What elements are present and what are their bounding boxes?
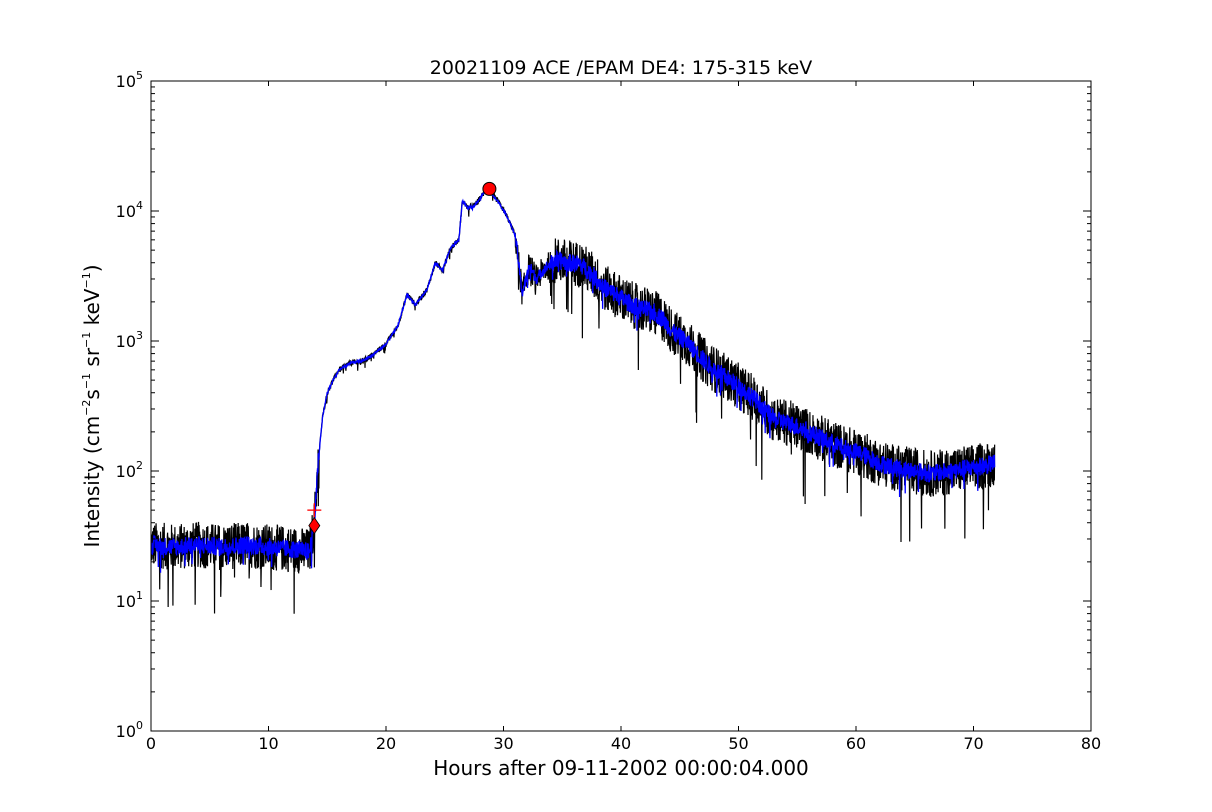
series-line-smoothed [151, 188, 996, 573]
y-label-suffix: ) [80, 264, 104, 272]
x-tick-label: 20 [376, 734, 396, 753]
x-tick-label: 70 [963, 734, 983, 753]
marker-onset [308, 516, 321, 535]
x-tick-label: 80 [1081, 734, 1101, 753]
marker-onset-cross-upper [307, 503, 322, 518]
y-label-mid1: s [80, 389, 104, 399]
y-label-sup2: −1 [80, 373, 93, 389]
y-tick-label: 100 [116, 719, 143, 741]
chart-title: 20021109 ACE /EPAM DE4: 175-315 keV [430, 57, 812, 79]
y-axis: 100 101 102 103 104 105 [116, 69, 1091, 741]
plot-frame [150, 80, 1092, 732]
x-tick-label: 40 [611, 734, 631, 753]
y-label-mid3: keV [80, 288, 104, 332]
x-tick-label: 10 [258, 734, 278, 753]
y-tick-label: 105 [116, 69, 143, 91]
y-label-sup1: −2 [80, 400, 93, 416]
series-layer [151, 188, 996, 614]
x-axis: 0 10 20 30 40 50 60 70 80 [146, 81, 1101, 753]
y-label-mid2: sr [80, 347, 104, 373]
x-axis-label: Hours after 09-11-2002 00:00:04.000 [433, 756, 809, 780]
y-label-prefix: Intensity (cm [80, 416, 104, 548]
plot-area [150, 80, 1092, 732]
y-label-sup4: −1 [80, 272, 93, 288]
x-tick-label: 60 [846, 734, 866, 753]
marker-layer [307, 181, 497, 535]
y-tick-label: 103 [116, 329, 143, 351]
x-tick-label: 30 [493, 734, 513, 753]
x-tick-label: 50 [728, 734, 748, 753]
y-tick-label: 104 [116, 199, 143, 221]
y-axis-label: Intensity (cm−2s−1 sr−1 keV−1) [80, 264, 104, 547]
marker-peak [482, 181, 497, 196]
y-tick-label: 102 [116, 459, 143, 481]
y-label-sup3: −1 [80, 332, 93, 348]
y-tick-label: 101 [116, 589, 143, 611]
x-tick-label: 0 [146, 734, 156, 753]
